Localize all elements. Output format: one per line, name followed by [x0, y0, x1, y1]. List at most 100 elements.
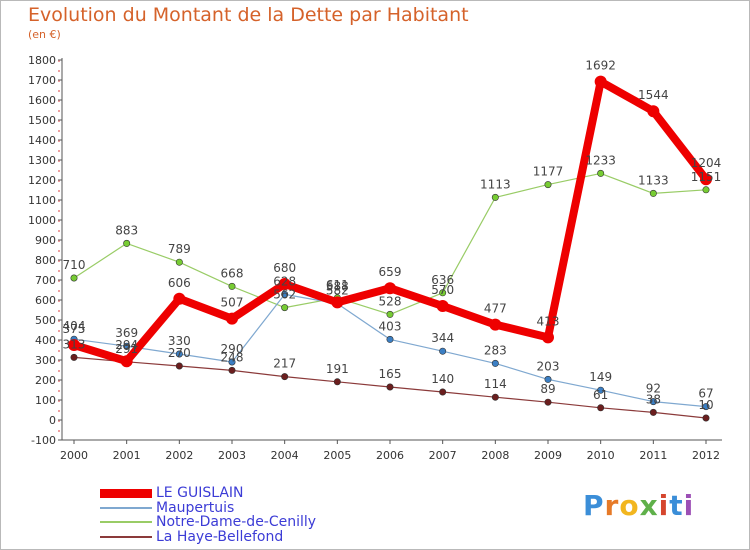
data-point: [68, 339, 80, 351]
data-label: 1133: [638, 173, 669, 187]
y-tick-label: 600: [35, 294, 56, 307]
data-point: [281, 304, 289, 312]
data-label: 191: [326, 362, 349, 376]
data-point: [333, 378, 341, 386]
data-point: [175, 350, 183, 358]
x-tick-label: 2005: [323, 449, 351, 462]
chart-subtitle: (en €): [28, 28, 61, 41]
data-point: [226, 312, 238, 325]
logo-letter: i: [658, 489, 670, 522]
data-label: 291: [115, 342, 138, 356]
x-tick-label: 2006: [376, 449, 404, 462]
data-label: 61: [593, 388, 608, 402]
data-label: 165: [379, 367, 402, 381]
data-label: 270: [168, 346, 191, 360]
data-label: 38: [646, 392, 661, 406]
data-point: [436, 300, 449, 312]
data-point: [649, 408, 657, 416]
y-tick-label: 1100: [28, 194, 56, 207]
data-point: [175, 362, 183, 370]
data-label: 10: [698, 398, 713, 412]
y-tick-label: 1500: [28, 114, 56, 127]
y-tick-label: -100: [31, 434, 56, 447]
data-label: 507: [221, 296, 244, 310]
data-label: 636: [431, 273, 454, 287]
logo-letter: t: [669, 489, 684, 522]
x-tick-label: 2011: [639, 449, 667, 462]
data-label: 313: [63, 337, 86, 351]
data-point: [386, 335, 394, 343]
x-tick-label: 2003: [218, 449, 246, 462]
data-point: [120, 355, 133, 368]
data-label: 375: [63, 322, 86, 336]
data-point: [228, 358, 236, 366]
x-tick-label: 2002: [165, 449, 193, 462]
data-label: 1151: [691, 170, 722, 184]
data-label: 570: [431, 283, 454, 297]
data-point: [597, 169, 605, 177]
legend-label: Notre-Dame-de-Cenilly: [156, 514, 317, 530]
data-label: 403: [379, 319, 402, 333]
data-label: 92: [646, 382, 661, 396]
y-tick-label: 500: [35, 314, 56, 327]
data-label: 89: [540, 382, 555, 396]
x-tick-label: 2009: [534, 449, 562, 462]
data-label: 659: [379, 265, 402, 279]
logo-letter: P: [583, 489, 605, 522]
data-label: 562: [273, 288, 296, 302]
y-tick-label: 900: [35, 234, 56, 247]
data-label: 203: [537, 359, 560, 373]
data-point: [386, 383, 394, 391]
data-point: [491, 393, 499, 401]
data-label: 883: [115, 223, 138, 237]
logo-letter: i: [683, 489, 695, 522]
data-point: [278, 278, 291, 290]
legend-label: LE GUISLAIN: [156, 485, 244, 501]
logo-letter: r: [604, 489, 620, 522]
data-label: 114: [484, 377, 507, 391]
legend-swatch: [100, 536, 152, 538]
data-label: 217: [273, 357, 296, 371]
data-label: 606: [168, 276, 191, 290]
data-label: 628: [273, 274, 296, 288]
data-label: 140: [431, 372, 454, 386]
y-tick-label: 700: [35, 274, 56, 287]
data-label: 528: [379, 294, 402, 308]
data-point: [597, 404, 605, 412]
x-tick-label: 2008: [481, 449, 509, 462]
data-label: 294: [115, 338, 138, 352]
data-label: 369: [115, 326, 138, 340]
data-label: 1692: [585, 59, 616, 73]
data-point: [544, 398, 552, 406]
y-tick-label: 300: [35, 354, 56, 367]
data-point: [594, 75, 607, 88]
logo-letter: x: [639, 489, 659, 522]
data-point: [70, 353, 78, 361]
x-tick-label: 2004: [271, 449, 299, 462]
data-point: [439, 388, 447, 396]
data-label: 789: [168, 242, 191, 256]
y-tick-label: 0: [49, 414, 56, 427]
proxiti-logo: Proxiti: [583, 489, 694, 522]
data-point: [175, 258, 183, 266]
logo-letter: o: [619, 489, 640, 522]
data-point: [649, 189, 657, 197]
data-label: 1544: [638, 88, 669, 102]
x-tick-label: 2000: [60, 449, 88, 462]
data-point: [702, 414, 710, 422]
data-label: 330: [168, 334, 191, 348]
data-point: [386, 310, 394, 318]
data-label: 248: [221, 350, 244, 364]
data-label: 582: [326, 284, 349, 298]
y-tick-label: 1400: [28, 134, 56, 147]
data-label: 1233: [585, 153, 616, 167]
y-tick-label: 1800: [28, 54, 56, 67]
legend-swatch: [100, 521, 152, 523]
data-label: 344: [431, 331, 454, 345]
data-label: 668: [221, 266, 244, 280]
data-point: [123, 342, 131, 350]
x-tick-label: 2001: [113, 449, 141, 462]
data-label: 710: [63, 258, 86, 272]
data-point: [647, 105, 660, 118]
